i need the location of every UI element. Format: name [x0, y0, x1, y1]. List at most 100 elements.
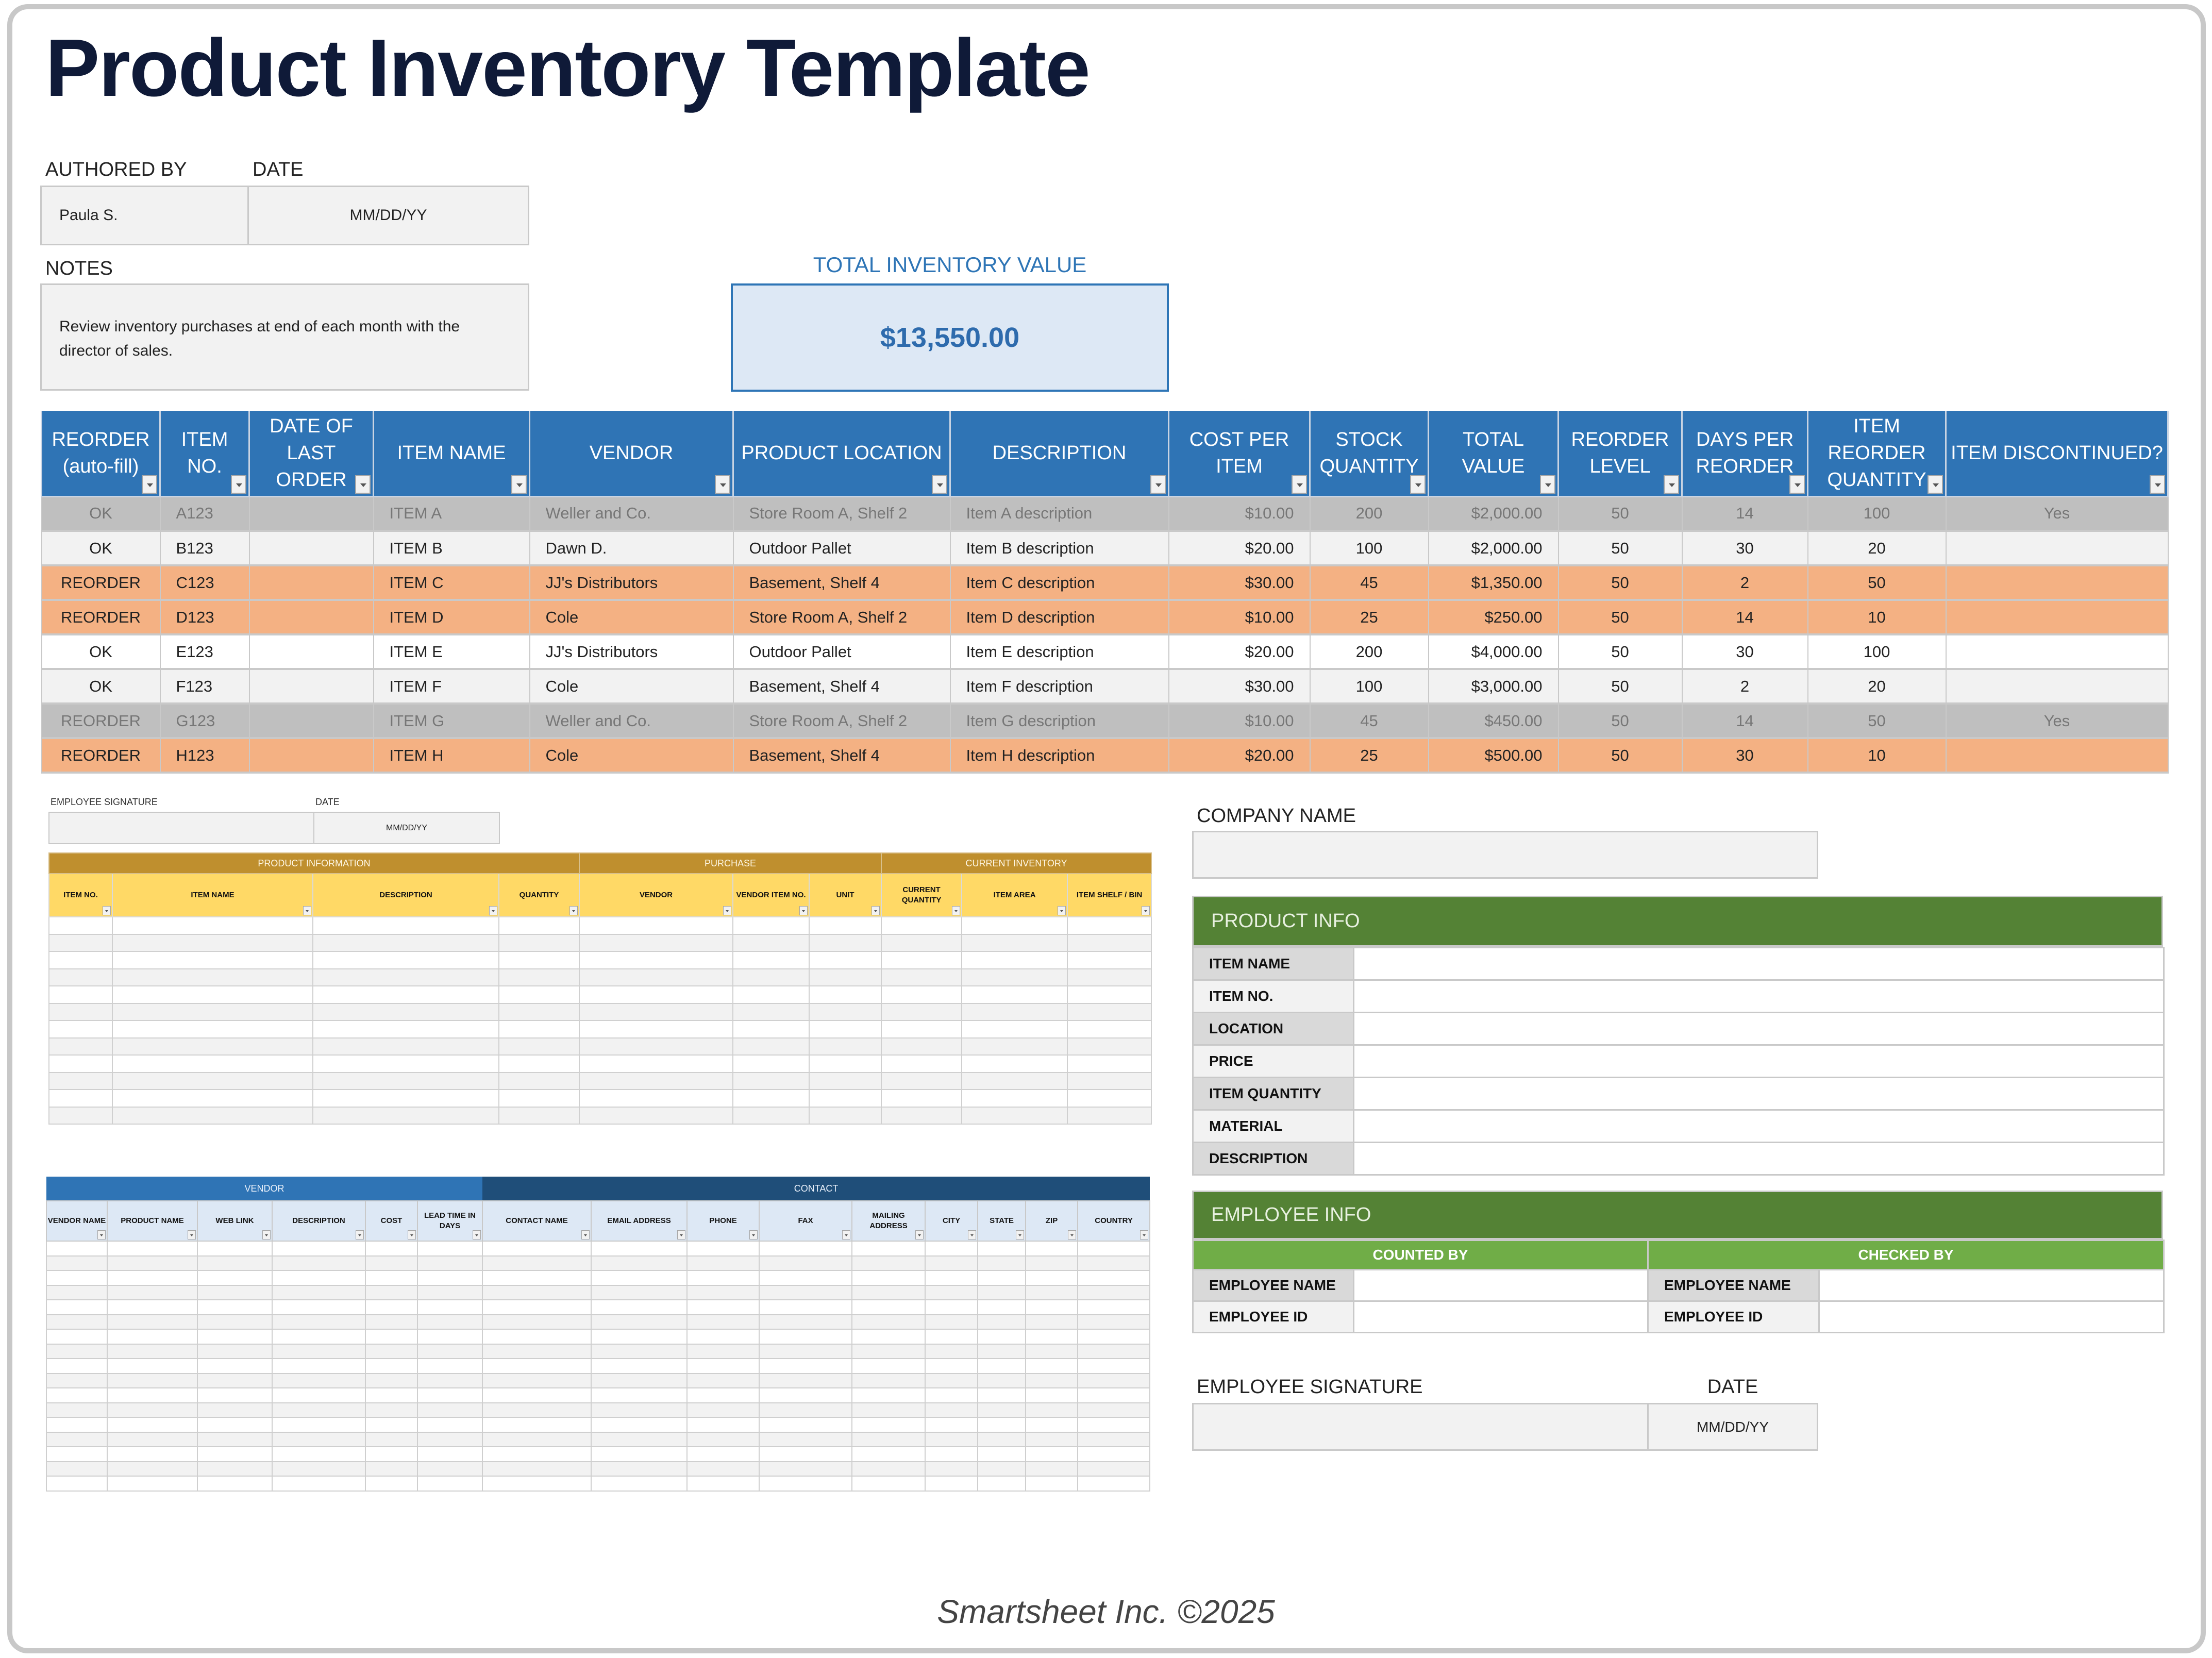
empty-cell[interactable] [809, 951, 882, 969]
empty-cell[interactable] [365, 1343, 418, 1359]
empty-cell[interactable] [112, 916, 313, 935]
cell-qty[interactable]: 45 [1309, 703, 1429, 739]
empty-cell[interactable] [416, 1358, 483, 1374]
counted-employee-name-input[interactable] [1353, 1269, 1649, 1302]
empty-cell[interactable] [732, 933, 810, 952]
empty-cell[interactable] [112, 1037, 313, 1056]
empty-cell[interactable] [977, 1431, 1027, 1447]
empty-cell[interactable] [1025, 1431, 1079, 1447]
inventory-row[interactable]: OK B123 ITEM B Dawn D. Outdoor Pallet Item B … [41, 530, 2169, 566]
cell-days[interactable]: 14 [1681, 599, 1808, 635]
empty-cell[interactable] [732, 985, 810, 1004]
empty-cell[interactable] [1077, 1372, 1151, 1388]
cell-description[interactable]: Item B description [949, 530, 1169, 566]
empty-cell[interactable] [197, 1284, 273, 1300]
empty-cell[interactable] [482, 1372, 592, 1388]
empty-cell[interactable] [961, 951, 1068, 969]
empty-cell[interactable] [591, 1284, 688, 1300]
filter-dropdown-icon[interactable] [97, 1230, 106, 1240]
cell-cost[interactable]: $30.00 [1168, 668, 1311, 705]
empty-cell[interactable] [925, 1329, 979, 1345]
empty-cell[interactable] [961, 1054, 1068, 1073]
empty-cell[interactable] [416, 1314, 483, 1330]
empty-cell[interactable] [1025, 1358, 1079, 1374]
empty-cell[interactable] [416, 1241, 483, 1257]
empty-cell[interactable] [498, 1071, 580, 1090]
cell-name[interactable]: ITEM D [373, 599, 530, 635]
empty-cell[interactable] [1025, 1446, 1079, 1462]
cell-level[interactable]: 50 [1557, 634, 1683, 670]
empty-cell[interactable] [591, 1372, 688, 1388]
cell-discontinued[interactable]: Yes [1945, 496, 2169, 532]
empty-cell[interactable] [48, 1089, 113, 1108]
empty-cell[interactable] [1077, 1329, 1151, 1345]
filter-dropdown-icon[interactable] [723, 906, 732, 915]
empty-cell[interactable] [498, 1037, 580, 1056]
cell-last-order[interactable] [248, 565, 374, 601]
filter-dropdown-icon[interactable] [952, 906, 961, 915]
cell-reorder-qty[interactable]: 10 [1807, 599, 1947, 635]
empty-cell[interactable] [416, 1343, 483, 1359]
cell-discontinued[interactable] [1945, 738, 2169, 774]
empty-cell[interactable] [1077, 1358, 1151, 1374]
empty-cell[interactable] [272, 1329, 366, 1345]
filter-dropdown-icon[interactable] [356, 1230, 364, 1240]
empty-cell[interactable] [732, 951, 810, 969]
empty-cell[interactable] [365, 1461, 418, 1477]
empty-cell[interactable] [312, 1020, 499, 1039]
empty-cell[interactable] [851, 1402, 926, 1418]
empty-cell[interactable] [272, 1402, 366, 1418]
empty-cell[interactable] [1067, 1071, 1152, 1090]
cell-location[interactable]: Outdoor Pallet [732, 530, 951, 566]
empty-cell[interactable] [1067, 1106, 1152, 1125]
empty-cell[interactable] [365, 1358, 418, 1374]
empty-cell[interactable] [851, 1329, 926, 1345]
empty-cell[interactable] [1025, 1372, 1079, 1388]
empty-cell[interactable] [482, 1299, 592, 1315]
empty-cell[interactable] [809, 1020, 882, 1039]
empty-cell[interactable] [312, 968, 499, 986]
cell-qty[interactable]: 200 [1309, 634, 1429, 670]
empty-cell[interactable] [881, 985, 963, 1004]
empty-cell[interactable] [686, 1417, 760, 1433]
empty-cell[interactable] [272, 1358, 366, 1374]
cell-total[interactable]: $2,000.00 [1428, 496, 1559, 532]
empty-cell[interactable] [1025, 1255, 1079, 1271]
empty-cell[interactable] [732, 1020, 810, 1039]
empty-cell[interactable] [809, 1106, 882, 1125]
company-name-field[interactable] [1192, 831, 1818, 879]
cell-location[interactable]: Basement, Shelf 4 [732, 738, 951, 774]
filter-dropdown-icon[interactable] [932, 475, 947, 494]
empty-cell[interactable] [851, 1343, 926, 1359]
empty-cell[interactable] [925, 1241, 979, 1257]
cell-reorder[interactable]: OK [41, 496, 161, 532]
filter-dropdown-icon[interactable] [677, 1230, 686, 1240]
cell-name[interactable]: ITEM C [373, 565, 530, 601]
empty-cell[interactable] [759, 1270, 853, 1286]
checked-employee-id-input[interactable] [1818, 1300, 2165, 1333]
empty-cell[interactable] [851, 1358, 926, 1374]
empty-cell[interactable] [925, 1446, 979, 1462]
empty-cell[interactable] [482, 1387, 592, 1403]
cell-days[interactable]: 14 [1681, 496, 1808, 532]
empty-cell[interactable] [851, 1241, 926, 1257]
empty-cell[interactable] [1077, 1284, 1151, 1300]
empty-cell[interactable] [961, 1071, 1068, 1090]
empty-cell[interactable] [851, 1255, 926, 1271]
empty-cell[interactable] [416, 1461, 483, 1477]
empty-cell[interactable] [732, 1037, 810, 1056]
cell-cost[interactable]: $30.00 [1168, 565, 1311, 601]
empty-cell[interactable] [579, 985, 734, 1004]
cell-discontinued[interactable] [1945, 530, 2169, 566]
cell-name[interactable]: ITEM A [373, 496, 530, 532]
empty-cell[interactable] [197, 1417, 273, 1433]
cell-description[interactable]: Item G description [949, 703, 1169, 739]
inventory-row[interactable]: OK F123 ITEM F Cole Basement, Shelf 4 Item F … [41, 668, 2169, 705]
empty-cell[interactable] [686, 1431, 760, 1447]
empty-cell[interactable] [925, 1270, 979, 1286]
filter-dropdown-icon[interactable] [2150, 475, 2165, 494]
empty-cell[interactable] [1077, 1446, 1151, 1462]
empty-cell[interactable] [809, 1089, 882, 1108]
empty-cell[interactable] [686, 1270, 760, 1286]
cell-vendor[interactable]: Cole [529, 668, 734, 705]
